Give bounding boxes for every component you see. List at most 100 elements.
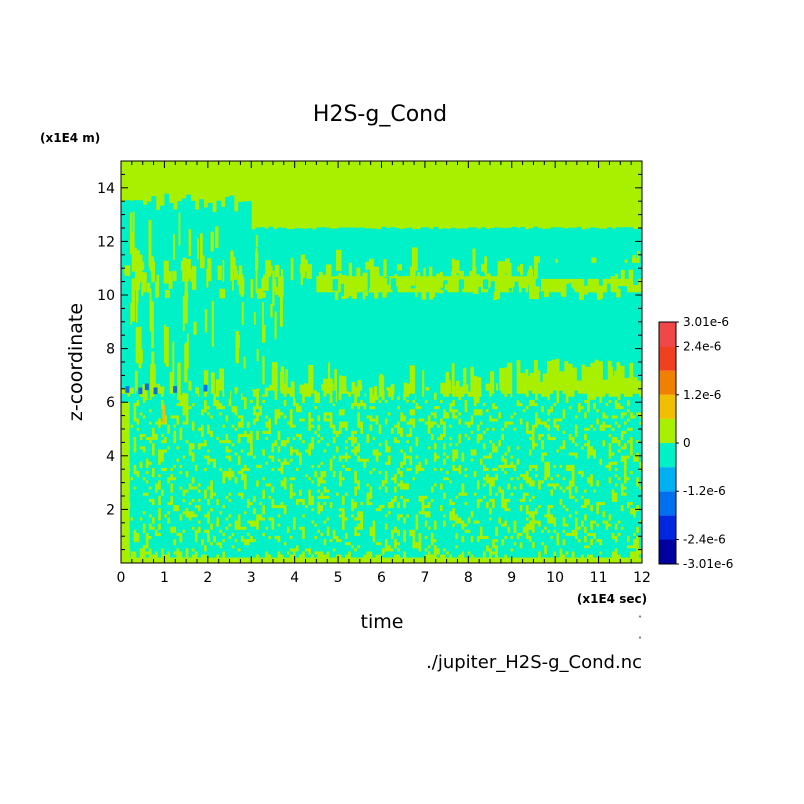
field-cell	[556, 517, 560, 524]
field-cell	[197, 464, 201, 468]
field-cell	[274, 278, 277, 292]
field-cell	[191, 529, 195, 533]
field-cell	[182, 551, 186, 558]
field-cell	[396, 433, 401, 441]
field-cell	[209, 520, 214, 524]
field-cell	[436, 458, 441, 462]
field-cell	[231, 415, 235, 425]
field-cell	[262, 302, 264, 343]
field-cell	[246, 458, 251, 468]
field-cell	[177, 201, 183, 395]
field-cell	[506, 268, 511, 285]
field-cell	[253, 312, 256, 325]
field-cell	[163, 430, 168, 438]
field-cell	[286, 480, 290, 490]
field-cell	[611, 430, 615, 434]
field-cell	[142, 424, 146, 428]
field-cell	[543, 535, 548, 543]
field-cell	[482, 514, 486, 524]
field-cell	[504, 474, 508, 478]
field-cell	[356, 529, 361, 533]
field-cell	[283, 545, 287, 552]
field-cell	[501, 440, 505, 444]
field-cell	[482, 480, 486, 484]
field-cell	[623, 542, 627, 549]
field-cell	[375, 409, 379, 413]
field-cell	[550, 427, 554, 438]
field-cell	[289, 396, 293, 400]
field-cell	[577, 443, 582, 453]
field-cell	[586, 535, 591, 543]
field-cell	[553, 489, 557, 493]
field-cell	[372, 545, 376, 555]
field-cell	[473, 526, 477, 530]
field-cell	[565, 430, 569, 438]
field-cell	[584, 371, 590, 403]
field-cell	[212, 542, 217, 549]
field-cell	[151, 440, 156, 444]
field-cell	[136, 498, 140, 509]
field-cell	[384, 427, 388, 431]
field-cell	[317, 446, 321, 456]
field-cell	[451, 526, 456, 533]
field-cell	[451, 396, 456, 400]
field-cell	[280, 508, 284, 512]
field-cell	[458, 286, 463, 298]
field-cell	[362, 272, 368, 291]
field-cell	[592, 467, 597, 478]
field-cell	[436, 427, 441, 431]
field-cell	[170, 480, 174, 484]
field-cell	[133, 489, 137, 493]
field-cell	[574, 554, 578, 558]
field-cell	[448, 505, 453, 512]
field-cell	[390, 399, 395, 404]
field-cell	[519, 523, 523, 533]
field-cell	[417, 272, 421, 280]
field-cell	[488, 443, 493, 447]
field-cell	[574, 477, 578, 487]
field-cell	[614, 443, 618, 453]
field-cell	[347, 495, 352, 499]
field-cell	[396, 474, 401, 484]
field-cell	[130, 480, 134, 484]
field-cell	[145, 505, 149, 512]
field-cell	[219, 390, 223, 400]
field-cell	[482, 523, 486, 530]
field-cell	[418, 489, 422, 496]
field-cell	[179, 498, 183, 506]
field-cell	[427, 498, 431, 502]
field-cell	[176, 486, 180, 496]
field-cell	[277, 526, 281, 530]
field-cell	[494, 421, 499, 431]
field-cell	[332, 412, 336, 419]
field-cell	[200, 452, 205, 459]
field-cell	[381, 471, 385, 478]
field-cell	[507, 362, 513, 403]
field-cell	[599, 474, 603, 478]
field-cell	[219, 409, 223, 413]
field-cell	[335, 440, 339, 447]
field-cell	[283, 396, 287, 400]
field-cell	[402, 526, 407, 530]
field-cell	[505, 258, 510, 273]
field-cell	[406, 406, 410, 410]
field-cell	[497, 529, 502, 536]
field-cell	[283, 495, 287, 506]
field-cell	[550, 461, 554, 468]
field-cell	[439, 511, 444, 515]
field-cell	[200, 461, 205, 468]
field-cell	[295, 437, 300, 441]
field-cell	[160, 396, 165, 400]
field-cell	[605, 542, 609, 546]
field-cell	[381, 477, 385, 481]
field-cell	[258, 421, 263, 425]
field-cell	[255, 455, 260, 465]
field-cell	[203, 532, 208, 536]
field-cell	[633, 228, 639, 378]
field-cell	[470, 474, 474, 484]
field-cell	[534, 545, 539, 549]
field-cell	[182, 532, 186, 536]
field-cell	[476, 418, 480, 425]
field-cell	[369, 409, 373, 416]
field-cell	[513, 477, 517, 484]
